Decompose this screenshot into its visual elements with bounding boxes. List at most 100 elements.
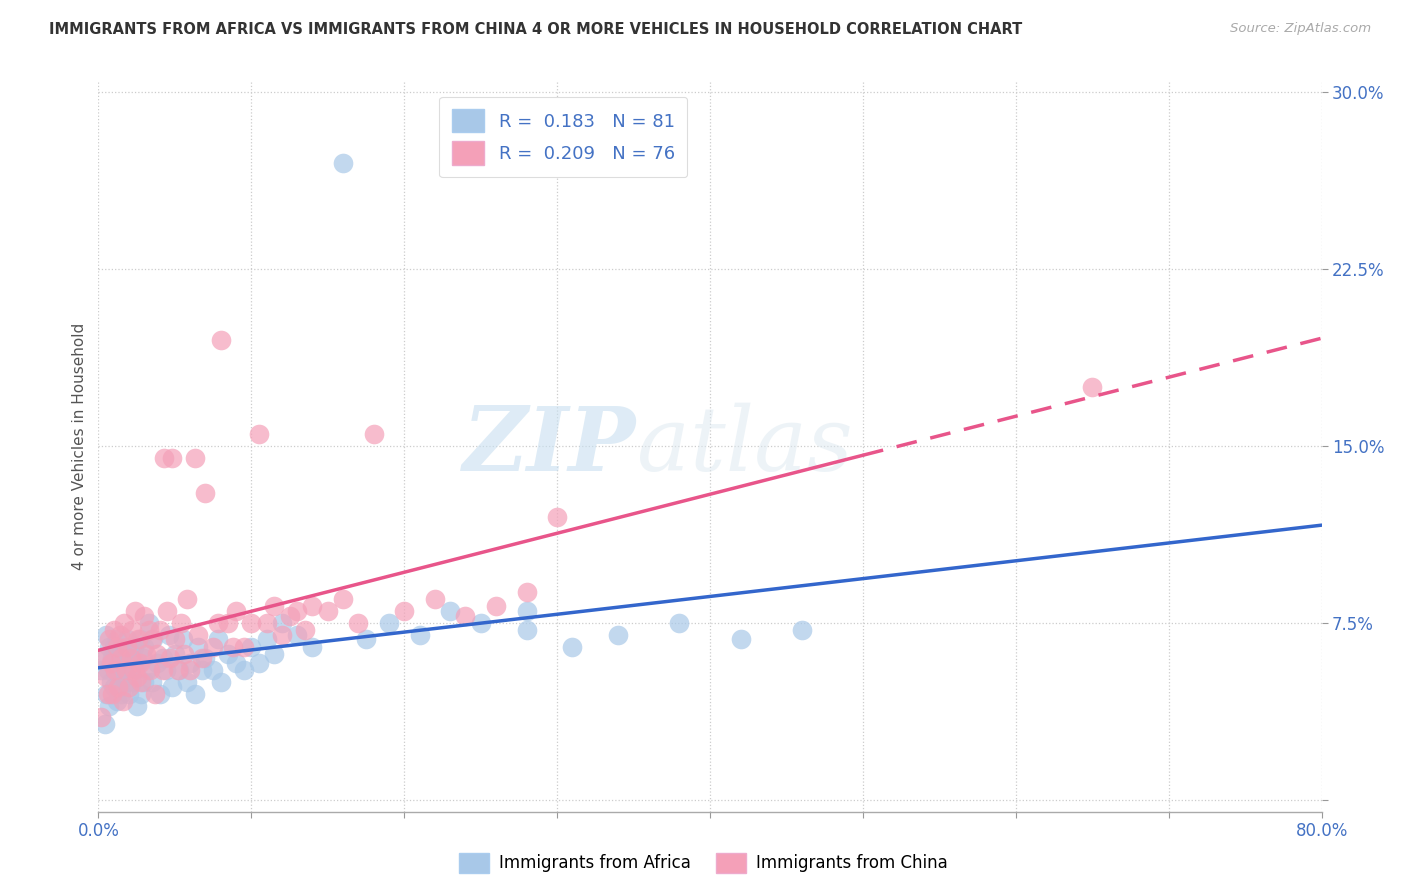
Point: [207, 632, 229, 647]
Point: [107, 680, 129, 694]
Point: [294, 623, 316, 637]
Point: [217, 615, 239, 630]
Point: [149, 623, 172, 637]
Point: [125, 670, 148, 684]
Point: [152, 663, 174, 677]
Point: [122, 663, 145, 677]
Point: [176, 592, 198, 607]
Legend: Immigrants from Africa, Immigrants from China: Immigrants from Africa, Immigrants from …: [451, 847, 955, 880]
Legend: R =  0.183   N = 81, R =  0.209   N = 76: R = 0.183 N = 81, R = 0.209 N = 76: [439, 96, 688, 178]
Point: [176, 675, 198, 690]
Point: [105, 640, 128, 654]
Point: [173, 647, 195, 661]
Point: [561, 640, 583, 654]
Point: [160, 450, 183, 465]
Point: [139, 663, 162, 677]
Point: [170, 615, 193, 630]
Point: [232, 663, 254, 677]
Point: [91, 651, 114, 665]
Point: [209, 333, 232, 347]
Point: [117, 632, 139, 647]
Point: [222, 640, 245, 654]
Text: atlas: atlas: [637, 402, 852, 490]
Point: [247, 427, 270, 442]
Point: [100, 675, 122, 690]
Point: [94, 628, 117, 642]
Point: [91, 651, 114, 665]
Point: [152, 651, 174, 665]
Point: [149, 687, 172, 701]
Point: [124, 604, 146, 618]
Point: [108, 628, 131, 642]
Point: [134, 640, 156, 654]
Point: [90, 710, 112, 724]
Point: [159, 651, 181, 665]
Point: [101, 651, 124, 665]
Point: [134, 675, 156, 690]
Point: [111, 663, 134, 677]
Point: [256, 615, 278, 630]
Point: [145, 647, 167, 661]
Point: [187, 640, 209, 654]
Point: [285, 604, 308, 618]
Point: [155, 663, 177, 677]
Point: [1081, 380, 1104, 394]
Point: [105, 694, 128, 708]
Point: [142, 632, 165, 647]
Point: [129, 675, 152, 690]
Point: [392, 604, 416, 618]
Point: [117, 640, 139, 654]
Point: [332, 592, 354, 607]
Point: [184, 450, 207, 465]
Point: [191, 663, 214, 677]
Point: [145, 656, 167, 670]
Point: [138, 615, 160, 630]
Point: [94, 687, 117, 701]
Point: [730, 632, 752, 647]
Point: [103, 640, 125, 654]
Point: [121, 623, 143, 637]
Point: [98, 632, 121, 647]
Point: [454, 608, 477, 623]
Point: [225, 604, 247, 618]
Point: [167, 663, 190, 677]
Point: [423, 592, 446, 607]
Point: [129, 687, 152, 701]
Point: [120, 651, 142, 665]
Point: [108, 675, 131, 690]
Point: [202, 640, 225, 654]
Point: [136, 663, 159, 677]
Point: [316, 604, 339, 618]
Point: [263, 647, 285, 661]
Point: [103, 623, 125, 637]
Point: [179, 663, 201, 677]
Point: [439, 604, 461, 618]
Point: [347, 615, 370, 630]
Point: [118, 687, 141, 701]
Point: [110, 647, 132, 661]
Point: [285, 628, 308, 642]
Point: [191, 651, 214, 665]
Point: [103, 680, 125, 694]
Point: [194, 486, 217, 500]
Point: [107, 656, 129, 670]
Point: [104, 663, 127, 677]
Point: [101, 687, 124, 701]
Point: [134, 608, 156, 623]
Point: [301, 599, 323, 614]
Text: Source: ZipAtlas.com: Source: ZipAtlas.com: [1230, 22, 1371, 36]
Point: [240, 640, 263, 654]
Point: [217, 647, 239, 661]
Point: [256, 632, 278, 647]
Point: [128, 632, 150, 647]
Point: [240, 615, 263, 630]
Point: [202, 663, 225, 677]
Point: [172, 632, 194, 647]
Point: [516, 623, 538, 637]
Point: [194, 651, 217, 665]
Point: [184, 687, 207, 701]
Point: [378, 615, 401, 630]
Point: [105, 632, 128, 647]
Point: [516, 585, 538, 599]
Point: [112, 615, 135, 630]
